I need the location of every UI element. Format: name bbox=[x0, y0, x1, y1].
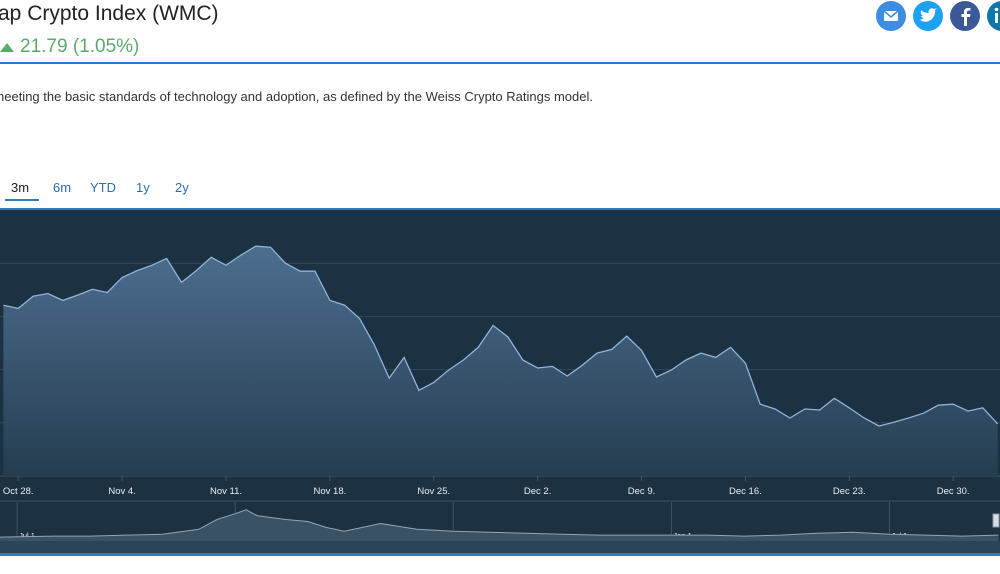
chart-top-border bbox=[0, 208, 1000, 210]
index-title: ap Crypto Index (WMC) bbox=[0, 2, 219, 25]
facebook-icon[interactable] bbox=[950, 1, 980, 31]
range-tab[interactable]: 1y bbox=[136, 180, 150, 195]
twitter-icon[interactable] bbox=[913, 1, 943, 31]
navigator-tick-label: Jul 1. bbox=[19, 531, 37, 540]
navigator-mask bbox=[0, 541, 1000, 553]
x-tick-label: Nov 11. bbox=[210, 486, 242, 497]
header-rule bbox=[0, 62, 1000, 64]
x-tick-label: Oct 28. bbox=[3, 486, 34, 497]
x-tick-label: Nov 25. bbox=[417, 486, 450, 497]
email-icon[interactable] bbox=[876, 1, 906, 31]
x-tick-label: Dec 23. bbox=[833, 486, 866, 497]
up-arrow bbox=[0, 42, 14, 52]
x-tick-label: Dec 9. bbox=[628, 486, 655, 497]
x-tick-label: Dec 16. bbox=[729, 486, 762, 497]
chart-bottom-border bbox=[0, 553, 1000, 556]
active-tab-underline bbox=[5, 199, 39, 201]
area-fill bbox=[3, 246, 998, 476]
change-value: 21.79 (1.05%) bbox=[20, 36, 140, 57]
navigator-handle[interactable] bbox=[992, 513, 1000, 528]
share-icons-svg bbox=[876, 1, 1000, 31]
x-tick-label: Nov 4. bbox=[108, 486, 135, 497]
range-tab[interactable]: 6m bbox=[53, 180, 72, 195]
x-tick-label: Nov 18. bbox=[314, 486, 347, 497]
range-tab[interactable]: 3m bbox=[11, 180, 30, 195]
range-tab[interactable]: YTD bbox=[90, 180, 116, 195]
range-tab[interactable]: 2y bbox=[175, 180, 189, 195]
series-line bbox=[3, 245, 999, 427]
linkedin-icon[interactable] bbox=[987, 1, 1000, 31]
x-tick-label: Dec 2. bbox=[524, 486, 551, 497]
series-line bbox=[0, 509, 999, 538]
description: neeting the basic standards of technolog… bbox=[0, 89, 593, 104]
area-fill bbox=[0, 509, 999, 541]
share-icons bbox=[874, 0, 1000, 39]
x-tick-label: Dec 30. bbox=[937, 486, 970, 497]
index-change: 21.79 (1.05%) bbox=[0, 36, 139, 58]
